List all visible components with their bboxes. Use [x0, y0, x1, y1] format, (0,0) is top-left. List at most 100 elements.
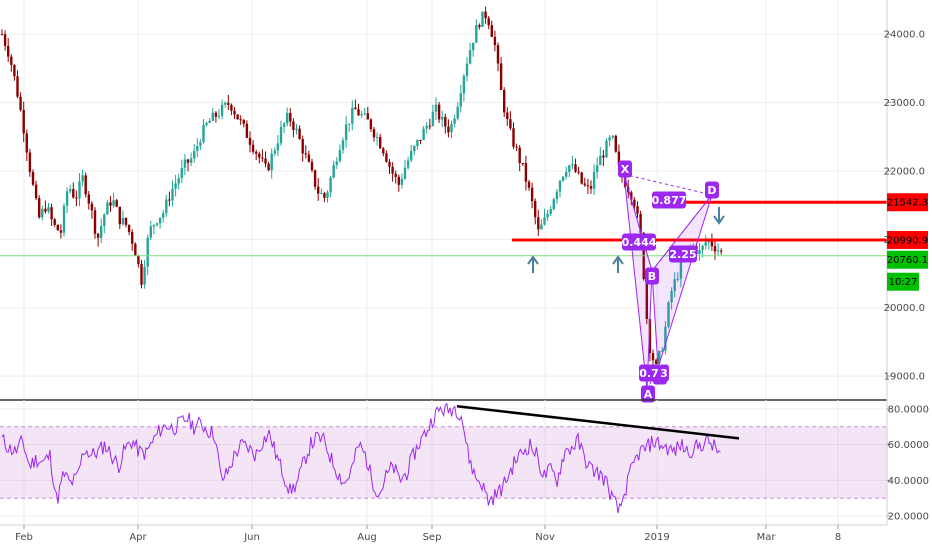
pattern-ratio-label[interactable]: 3 — [659, 364, 669, 382]
pattern-point-label[interactable]: D — [705, 181, 719, 199]
candle-body — [574, 164, 577, 172]
pattern-point-label[interactable]: B — [645, 267, 659, 285]
candle-body — [524, 163, 528, 182]
pattern-ratio-label-bg — [669, 245, 697, 263]
candle-body — [568, 165, 571, 172]
last-price-tag[interactable]: 20760.1 — [887, 250, 928, 269]
candle-body — [651, 353, 655, 361]
candle-body — [605, 140, 608, 158]
candle-body — [233, 110, 236, 115]
pattern-point-label-text: A — [644, 388, 653, 401]
candle-body — [332, 164, 335, 178]
level-price-tag-text: 20990.9 — [887, 235, 928, 246]
candle-body — [261, 157, 264, 159]
candle-body — [667, 302, 670, 327]
candle-body — [416, 139, 419, 146]
countdown-tag[interactable]: 10:27 — [887, 272, 919, 291]
main-grid — [0, 0, 887, 400]
candle-body — [518, 147, 521, 164]
arrow-up-icon[interactable] — [612, 255, 624, 273]
rsi-axis[interactable]: 80.0000 60.0000 40.0000 20.0000 — [887, 404, 929, 523]
candle-body — [16, 76, 19, 97]
pattern-ratio-label[interactable]: 2.25 — [669, 245, 697, 263]
candle-body — [701, 245, 704, 250]
candle-body — [298, 128, 301, 139]
candle-body — [583, 183, 586, 186]
arrow-up-icon[interactable] — [527, 255, 539, 273]
candle-body — [546, 213, 549, 218]
candle-body — [654, 360, 658, 364]
candle-body — [472, 42, 475, 51]
level-price-tag-bg — [887, 230, 928, 249]
x-tick-label: Mar — [757, 532, 777, 543]
candle-body — [224, 102, 227, 105]
candle-body — [186, 159, 190, 163]
candle-body — [180, 167, 183, 179]
pattern-ratio-label-bg — [639, 364, 659, 382]
candle-body — [96, 233, 100, 238]
candle-body — [633, 199, 636, 207]
candle-body — [475, 25, 478, 43]
level-price-tag[interactable]: 21542.3 — [887, 193, 928, 212]
pattern-bd — [651, 194, 713, 272]
candle-body — [25, 133, 28, 153]
candle-body — [530, 187, 534, 201]
candle-body — [279, 126, 283, 144]
pattern-bcd[interactable] — [651, 194, 713, 369]
candle-body — [540, 224, 543, 230]
arrow-head — [527, 255, 539, 265]
candle-body — [351, 107, 354, 124]
candle-body — [596, 165, 599, 173]
candle-body — [456, 106, 459, 119]
candle-body — [580, 172, 583, 184]
candle-body — [434, 104, 438, 112]
candle-body — [577, 171, 580, 173]
pattern-ratio-label[interactable]: 0.7 — [639, 364, 659, 382]
candle-body — [295, 128, 298, 130]
candle-body — [248, 137, 252, 145]
candle-body — [425, 125, 428, 129]
pattern-ratio-label-text: 0.877 — [652, 194, 687, 207]
candle-body — [521, 163, 524, 165]
level-price-tag[interactable]: 20990.9 — [887, 230, 928, 249]
candle-body — [648, 318, 652, 354]
candle-body — [614, 135, 617, 152]
candle-body — [509, 119, 512, 129]
arrow-down-icon[interactable] — [713, 207, 725, 225]
candle-body — [31, 171, 35, 185]
candle-body — [608, 137, 611, 141]
candle-body — [444, 116, 447, 127]
candle-body — [140, 263, 143, 285]
candle-body — [22, 109, 25, 134]
candle-body — [676, 278, 679, 280]
candle-body — [329, 177, 332, 193]
candle-body — [47, 207, 50, 212]
x-tick-label: Feb — [15, 532, 33, 543]
candle-body — [103, 214, 106, 227]
pattern-point-label-text: X — [621, 163, 630, 176]
candle-body — [227, 102, 230, 105]
pattern-point-label[interactable]: X — [618, 160, 632, 178]
candle-body — [561, 176, 565, 181]
candle-body — [372, 129, 376, 138]
candle-body — [44, 208, 47, 212]
candle-body — [704, 242, 707, 246]
candle-body — [611, 135, 614, 138]
time-axis[interactable]: Feb Apr Jun Aug Sep Nov 2019 Mar 8 — [15, 525, 841, 543]
candle-body — [168, 199, 171, 201]
candle-body — [413, 145, 416, 152]
candle-body — [360, 114, 363, 116]
candle-body — [239, 119, 242, 121]
candle-body — [106, 202, 109, 215]
pattern-ratio-label[interactable]: 0.877 — [652, 191, 687, 209]
pattern-point-label[interactable]: A — [641, 385, 655, 403]
last-price-tag-text: 20760.1 — [887, 255, 928, 266]
candles — [0, 6, 723, 372]
pattern-ratio-label[interactable]: 0.444 — [622, 233, 657, 251]
pattern-ratio-label-text: 2.25 — [669, 248, 696, 261]
candle-body — [3, 34, 7, 46]
candle-body — [537, 217, 540, 230]
rsi-divergence-line[interactable] — [456, 405, 740, 440]
candle-body — [10, 56, 13, 65]
